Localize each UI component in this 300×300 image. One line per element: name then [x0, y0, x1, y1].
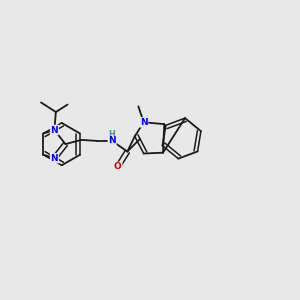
Text: N: N: [51, 154, 58, 163]
Text: N: N: [51, 125, 58, 134]
Text: H: H: [109, 130, 116, 139]
Text: N: N: [108, 136, 116, 146]
Text: N: N: [140, 118, 148, 127]
Text: O: O: [114, 162, 122, 171]
